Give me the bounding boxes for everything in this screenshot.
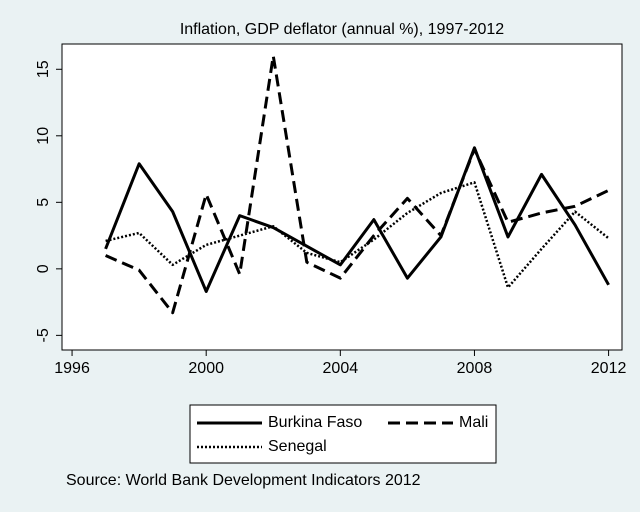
series-line bbox=[105, 181, 610, 289]
legend bbox=[189, 404, 497, 464]
plot-area bbox=[61, 43, 623, 351]
x-tick-label: 1996 bbox=[54, 360, 90, 377]
legend-label: Burkina Faso bbox=[268, 414, 362, 431]
y-tick-label: 5 bbox=[35, 198, 52, 207]
legend-label: Senegal bbox=[268, 438, 327, 455]
x-tick-label: 2004 bbox=[323, 360, 359, 377]
x-tick-label: 2008 bbox=[457, 360, 493, 377]
chart-title: Inflation, GDP deflator (annual %), 1997… bbox=[180, 21, 504, 38]
note: Source: World Bank Development Indicator… bbox=[66, 472, 421, 489]
x-tick-label: 2012 bbox=[591, 360, 627, 377]
y-tick-label: -5 bbox=[35, 328, 52, 342]
y-tick-label: 15 bbox=[35, 60, 52, 78]
legend-label: Mali bbox=[459, 414, 488, 431]
y-tick-label: 10 bbox=[35, 127, 52, 145]
y-tick-label: 0 bbox=[35, 264, 52, 273]
x-tick-label: 2000 bbox=[188, 360, 224, 377]
